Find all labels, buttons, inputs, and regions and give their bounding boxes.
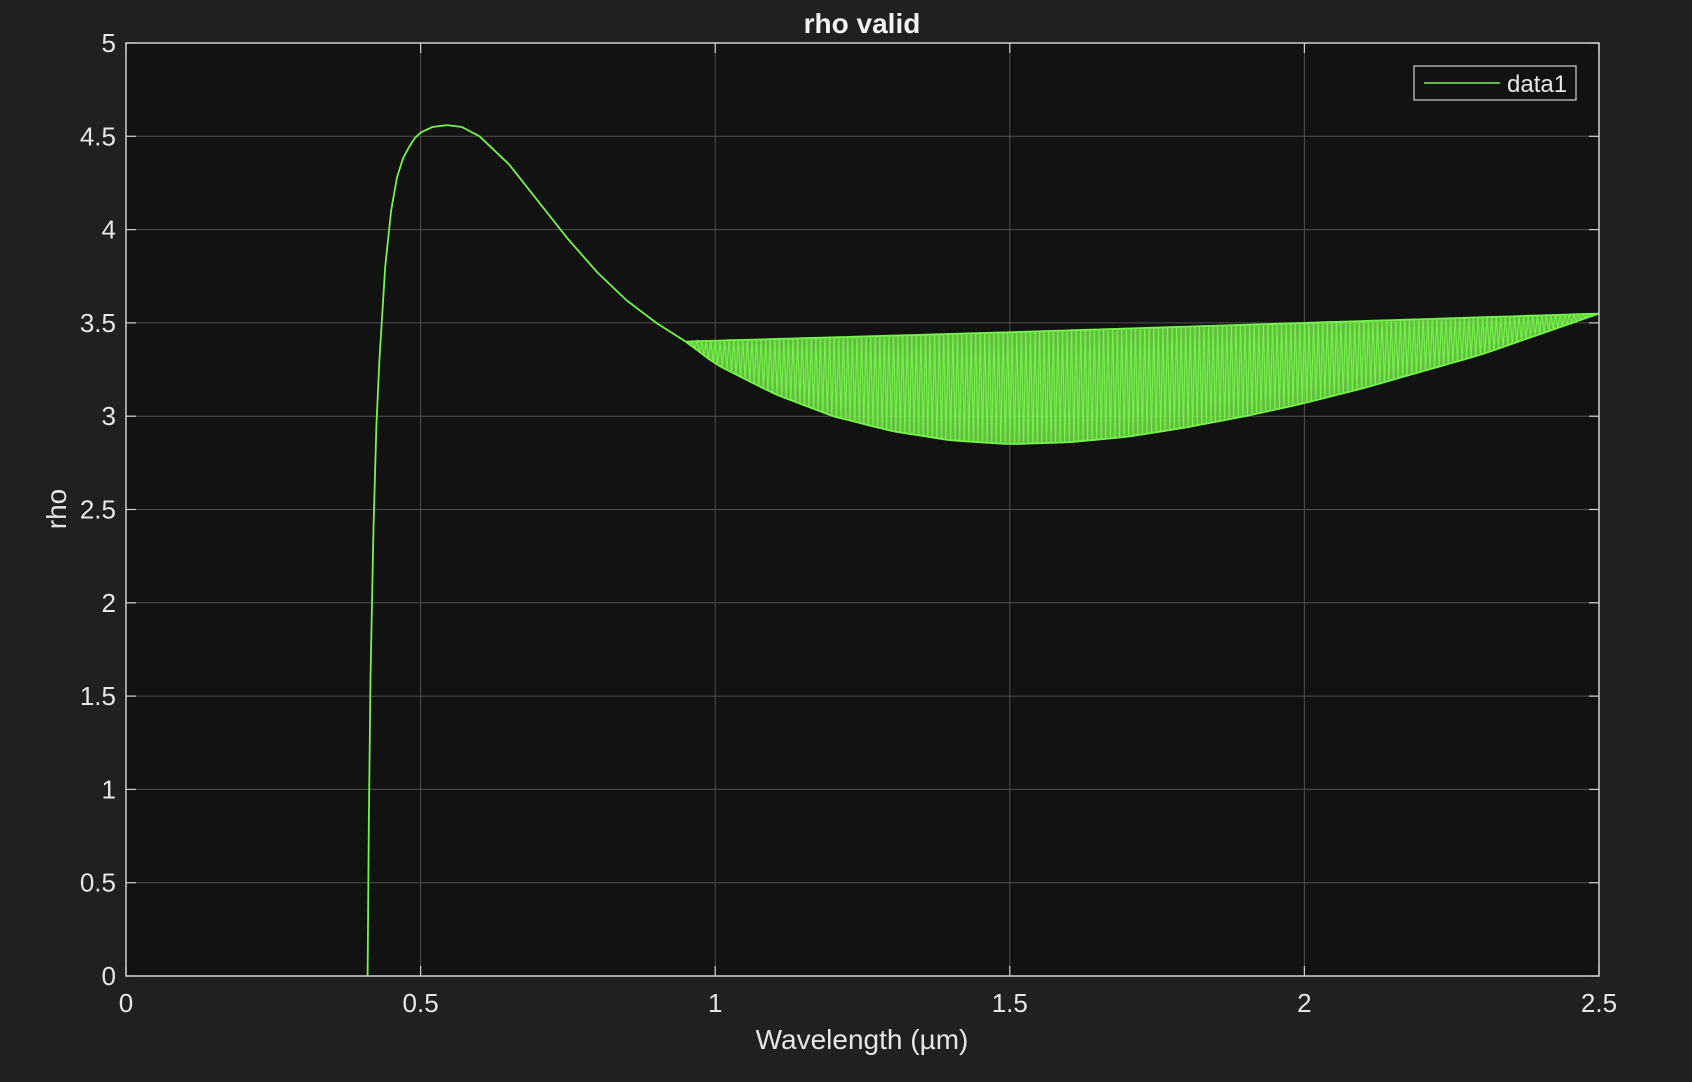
y-tick-label: 1 bbox=[102, 774, 116, 804]
y-axis: 0 0.5 1 1.5 2 2.5 3 3.5 4 4.5 5 bbox=[80, 28, 1599, 991]
x-tick-label: 0.5 bbox=[403, 988, 439, 1018]
data-band bbox=[685, 312, 1600, 445]
y-tick-label: 3 bbox=[102, 401, 116, 431]
y-tick-label: 0 bbox=[102, 961, 116, 991]
series-line-data1 bbox=[366, 124, 687, 977]
chart-title: rho valid bbox=[804, 8, 921, 39]
series-layer bbox=[366, 124, 687, 977]
y-tick-label: 3.5 bbox=[80, 308, 116, 338]
x-tick-label: 2 bbox=[1297, 988, 1311, 1018]
x-axis: 0 0.5 1 1.5 2 2.5 bbox=[119, 43, 1617, 1018]
x-tick-label: 1 bbox=[708, 988, 722, 1018]
band-lower-edge-data1 bbox=[685, 312, 1600, 445]
y-tick-label: 5 bbox=[102, 28, 116, 58]
y-tick-label: 2.5 bbox=[80, 495, 116, 525]
y-tick-label: 0.5 bbox=[80, 868, 116, 898]
y-tick-label: 4 bbox=[102, 215, 116, 245]
y-axis-label: rho bbox=[41, 489, 72, 529]
band-upper-edge-data1 bbox=[685, 312, 1600, 343]
x-tick-label: 0 bbox=[119, 988, 133, 1018]
x-axis-label: Wavelength (µm) bbox=[756, 1024, 969, 1055]
grid bbox=[125, 42, 1600, 977]
legend: data1 bbox=[1413, 65, 1577, 101]
y-tick-label: 4.5 bbox=[80, 121, 116, 151]
y-tick-label: 1.5 bbox=[80, 681, 116, 711]
x-tick-label: 1.5 bbox=[992, 988, 1028, 1018]
y-tick-label: 2 bbox=[102, 588, 116, 618]
legend-label-data1: data1 bbox=[1507, 71, 1567, 98]
x-tick-label: 2.5 bbox=[1581, 988, 1617, 1018]
